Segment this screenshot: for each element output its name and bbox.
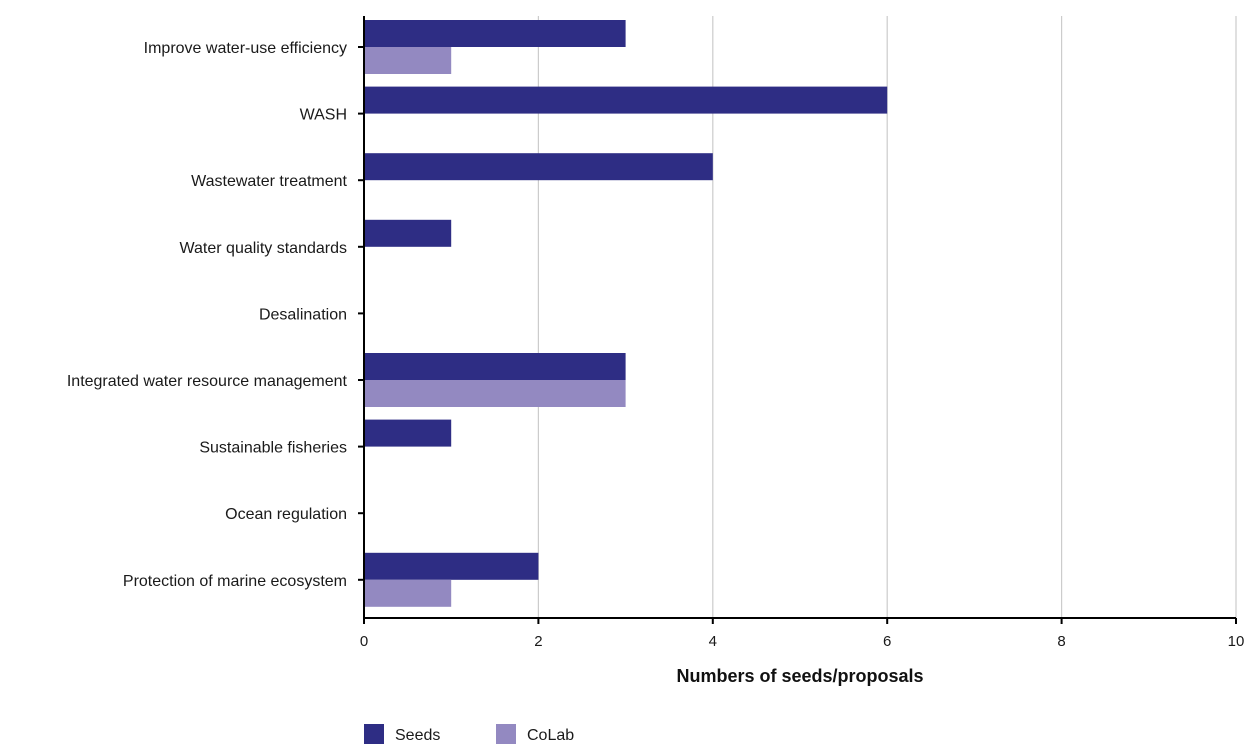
- bar-seeds-8: [364, 552, 539, 580]
- x-tick-label: 2: [534, 633, 542, 650]
- category-label: Sustainable fisheries: [199, 440, 347, 457]
- x-tick-labels: 0 2 4 6 8 10: [360, 633, 1245, 650]
- axes: [358, 16, 1237, 624]
- legend-swatch-seeds: [364, 724, 384, 744]
- x-tick-label: 8: [1057, 633, 1065, 650]
- category-label: Ocean regulation: [225, 506, 347, 523]
- x-tick-label: 6: [883, 633, 891, 650]
- bar-seeds-6: [364, 419, 452, 447]
- category-label: Water quality standards: [180, 240, 347, 257]
- bars: [364, 20, 888, 607]
- legend-swatch-colab: [496, 724, 516, 744]
- bar-colab-8: [364, 579, 452, 607]
- bar-colab-5: [364, 380, 626, 407]
- bar-colab-0: [364, 47, 452, 74]
- x-tick-label: 0: [360, 633, 368, 650]
- gridlines: [537, 16, 1237, 618]
- x-tick-label: 10: [1228, 633, 1245, 650]
- category-labels: Improve water-use efficiency WASH Wastewat…: [67, 40, 348, 590]
- legend: Seeds CoLab: [364, 724, 574, 744]
- bar-seeds-2: [364, 153, 713, 181]
- category-label: Integrated water resource management: [67, 373, 348, 390]
- bar-seeds-1: [364, 86, 888, 114]
- category-label: WASH: [300, 107, 347, 124]
- category-label: Wastewater treatment: [191, 173, 347, 190]
- category-label: Protection of marine ecosystem: [123, 573, 347, 590]
- legend-label-seeds: Seeds: [395, 727, 440, 744]
- bar-seeds-0: [364, 20, 626, 47]
- bar-seeds-3: [364, 219, 452, 247]
- x-axis-title: Numbers of seeds/proposals: [676, 666, 923, 686]
- legend-label-colab: CoLab: [527, 727, 574, 744]
- category-label: Improve water-use efficiency: [144, 40, 347, 57]
- category-label: Desalination: [259, 306, 347, 323]
- x-tick-label: 4: [709, 633, 717, 650]
- bar-seeds-5: [364, 353, 626, 380]
